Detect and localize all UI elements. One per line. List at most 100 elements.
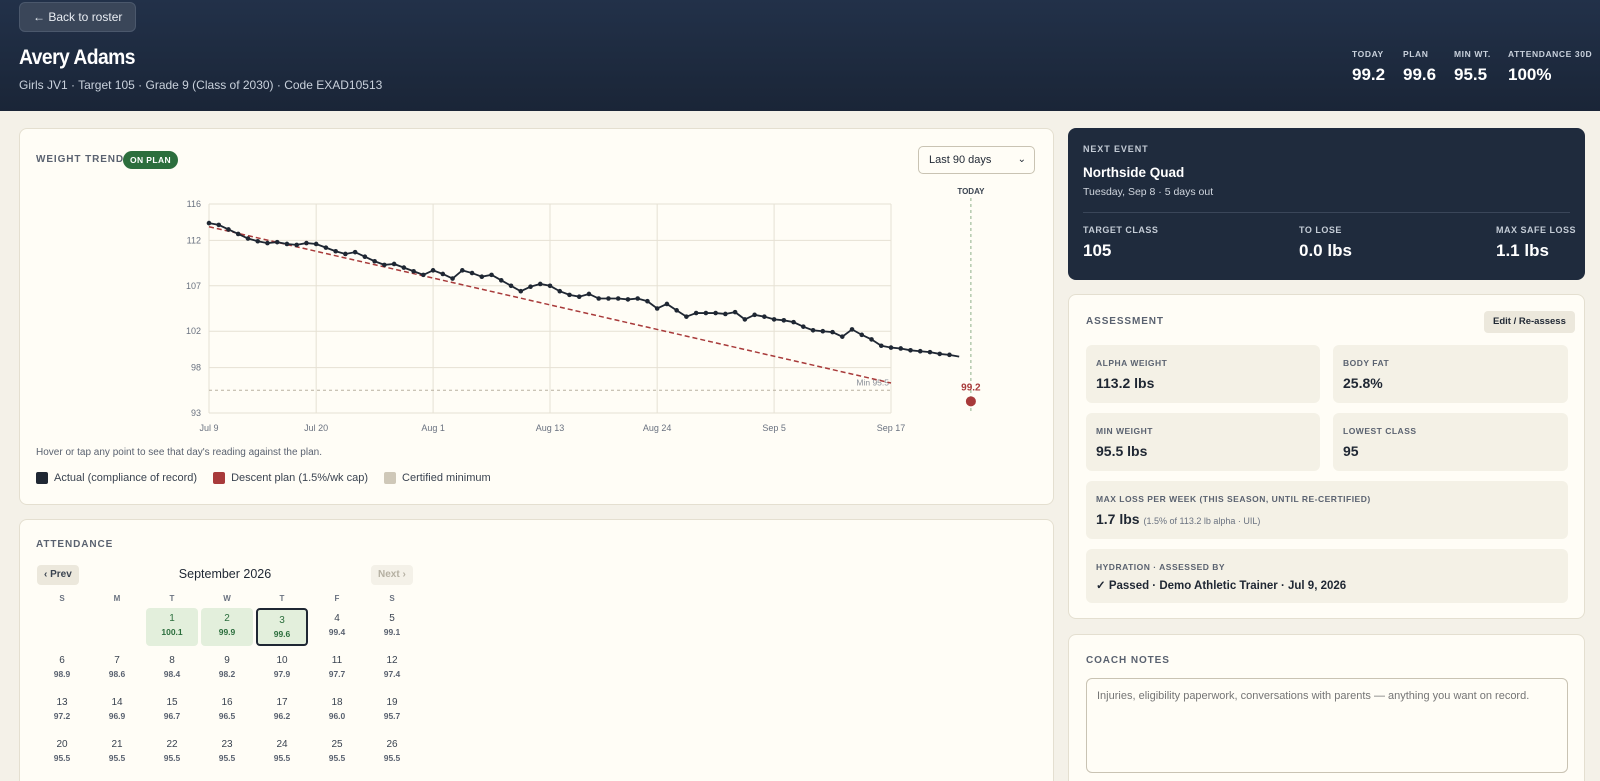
actual-data-point bbox=[839, 334, 845, 339]
actual-data-point bbox=[567, 292, 572, 298]
calendar-day[interactable]: 25 95.5 bbox=[311, 734, 363, 772]
event-date: Tuesday, Sep 8 · 5 days out bbox=[1083, 186, 1214, 198]
athlete-subtitle: Girls JV1 · Target 105 · Grade 9 (Class … bbox=[19, 78, 383, 92]
actual-data-point bbox=[771, 317, 777, 322]
coach-notes-textarea[interactable] bbox=[1086, 678, 1568, 773]
calendar-day[interactable]: 18 96.0 bbox=[311, 692, 363, 730]
actual-data-point bbox=[206, 220, 212, 226]
prev-month-button[interactable]: ‹ Prev bbox=[37, 565, 79, 585]
x-tick-label: Jul 9 bbox=[199, 423, 218, 433]
calendar-day[interactable]: 20 95.5 bbox=[36, 734, 88, 772]
actual-data-point bbox=[801, 324, 806, 329]
calendar-day-number: 8 bbox=[169, 655, 175, 666]
actual-data-point bbox=[450, 276, 455, 281]
min-weight-tile: MIN WEIGHT 95.5 lbs bbox=[1086, 413, 1320, 471]
actual-data-point bbox=[820, 328, 826, 334]
calendar-day[interactable]: 5 99.1 bbox=[366, 608, 418, 646]
calendar-day-weight: 95.5 bbox=[383, 753, 401, 763]
actual-data-point bbox=[732, 309, 738, 315]
actual-data-point bbox=[508, 283, 514, 289]
actual-data-point bbox=[888, 345, 894, 350]
calendar-day[interactable]: 16 96.5 bbox=[201, 692, 253, 730]
actual-data-point bbox=[606, 296, 611, 301]
legend-plan-label: Descent plan (1.5%/wk cap) bbox=[231, 472, 369, 484]
calendar-day[interactable]: 21 95.5 bbox=[91, 734, 143, 772]
actual-data-point bbox=[742, 317, 748, 322]
calendar-day-weight: 96.7 bbox=[163, 711, 181, 721]
actual-data-point bbox=[830, 329, 835, 335]
calendar-day-today[interactable]: 3 99.6 bbox=[256, 608, 308, 646]
actual-data-point bbox=[635, 296, 640, 301]
actual-data-point bbox=[684, 314, 689, 319]
calendar-day-number: 6 bbox=[59, 655, 65, 666]
calendar-day-number: 1 bbox=[169, 613, 175, 624]
calendar-day-weight: 98.2 bbox=[218, 669, 236, 679]
calendar-day[interactable]: 12 97.4 bbox=[366, 650, 418, 688]
calendar-day-number: 26 bbox=[386, 739, 398, 750]
attendance-title: ATTENDANCE bbox=[36, 539, 114, 550]
actual-data-point bbox=[245, 236, 251, 241]
calendar-day[interactable]: 22 95.5 bbox=[146, 734, 198, 772]
actual-data-point bbox=[791, 319, 796, 325]
event-to-lose: TO LOSE 0.0 lbs bbox=[1299, 225, 1352, 261]
actual-data-point bbox=[274, 239, 280, 245]
actual-data-point bbox=[235, 231, 241, 237]
legend-minimum-swatch bbox=[384, 472, 397, 484]
actual-data-point bbox=[343, 251, 348, 257]
calendar-day-number: 10 bbox=[276, 655, 288, 666]
actual-data-point bbox=[723, 311, 728, 317]
stat-attendance-label: ATTENDANCE 30D bbox=[1508, 49, 1593, 59]
calendar-day[interactable]: 9 98.2 bbox=[201, 650, 253, 688]
calendar-day[interactable]: 11 97.7 bbox=[311, 650, 363, 688]
calendar-day-number: 25 bbox=[331, 739, 343, 750]
calendar-day-number: 18 bbox=[331, 697, 343, 708]
calendar-weekday-label: W bbox=[223, 594, 231, 603]
y-tick-label: 93 bbox=[191, 408, 201, 418]
event-max-safe-loss-label: MAX SAFE LOSS bbox=[1496, 225, 1577, 235]
actual-data-point bbox=[479, 274, 485, 279]
max-loss-tile: MAX LOSS PER WEEK (THIS SEASON, UNTIL RE… bbox=[1086, 481, 1568, 539]
back-to-roster-button[interactable]: ← Back to roster bbox=[19, 2, 137, 32]
calendar-day[interactable]: 6 98.9 bbox=[36, 650, 88, 688]
calendar-day[interactable]: 24 95.5 bbox=[256, 734, 308, 772]
calendar-day[interactable]: 15 96.7 bbox=[146, 692, 198, 730]
calendar-day-weight: 99.1 bbox=[383, 627, 401, 637]
actual-data-point bbox=[810, 328, 816, 333]
calendar-day-weight: 95.5 bbox=[273, 753, 291, 763]
calendar-weekday-label: T bbox=[169, 594, 175, 603]
actual-data-point bbox=[498, 278, 504, 283]
calendar-day-weight: 95.5 bbox=[108, 753, 126, 763]
actual-data-point bbox=[947, 352, 952, 358]
calendar-day-number: 23 bbox=[221, 739, 233, 750]
edit-reassess-button[interactable]: Edit / Re-assess bbox=[1484, 311, 1575, 333]
calendar-day-number: 19 bbox=[386, 697, 398, 708]
calendar-day-weight: 95.5 bbox=[218, 753, 236, 763]
date-range-value: Last 90 days bbox=[929, 154, 992, 166]
calendar-day[interactable]: 17 96.2 bbox=[256, 692, 308, 730]
calendar-day-weight: 98.6 bbox=[108, 669, 126, 679]
calendar-day[interactable]: 7 98.6 bbox=[91, 650, 143, 688]
calendar-day[interactable]: 23 95.5 bbox=[201, 734, 253, 772]
weight-trend-chart[interactable]: 116 112 107 102 98 93 Jul 9 Jul 20 Aug 1 Aug 13 Au… bbox=[20, 129, 1055, 439]
calendar-day[interactable]: 8 98.4 bbox=[146, 650, 198, 688]
certified-minimum-label: Min 95.5 bbox=[856, 377, 889, 387]
event-name: Northside Quad bbox=[1083, 165, 1185, 180]
calendar-day-number: 2 bbox=[224, 613, 230, 624]
calendar-day[interactable]: 19 95.7 bbox=[366, 692, 418, 730]
calendar-day-weight: 95.5 bbox=[53, 753, 71, 763]
calendar-day[interactable]: 14 96.9 bbox=[91, 692, 143, 730]
calendar-day-number: 7 bbox=[114, 655, 120, 666]
calendar-day[interactable]: 2 99.9 bbox=[201, 608, 253, 646]
event-target-class-value: 105 bbox=[1083, 241, 1112, 260]
calendar-day[interactable]: 13 97.2 bbox=[36, 692, 88, 730]
calendar-month-label: September 2026 bbox=[178, 567, 272, 581]
actual-data-point bbox=[654, 306, 660, 311]
calendar-day[interactable]: 4 99.4 bbox=[311, 608, 363, 646]
date-range-select[interactable]: Last 90 days ⌄ bbox=[918, 146, 1035, 174]
body-fat-label: BODY FAT bbox=[1343, 358, 1390, 368]
calendar-day[interactable]: 26 95.5 bbox=[366, 734, 418, 772]
event-target-class-label: TARGET CLASS bbox=[1083, 225, 1159, 235]
calendar-day[interactable]: 10 97.9 bbox=[256, 650, 308, 688]
calendar-day[interactable]: 1 100.1 bbox=[146, 608, 198, 646]
next-month-button[interactable]: Next › bbox=[371, 565, 413, 585]
